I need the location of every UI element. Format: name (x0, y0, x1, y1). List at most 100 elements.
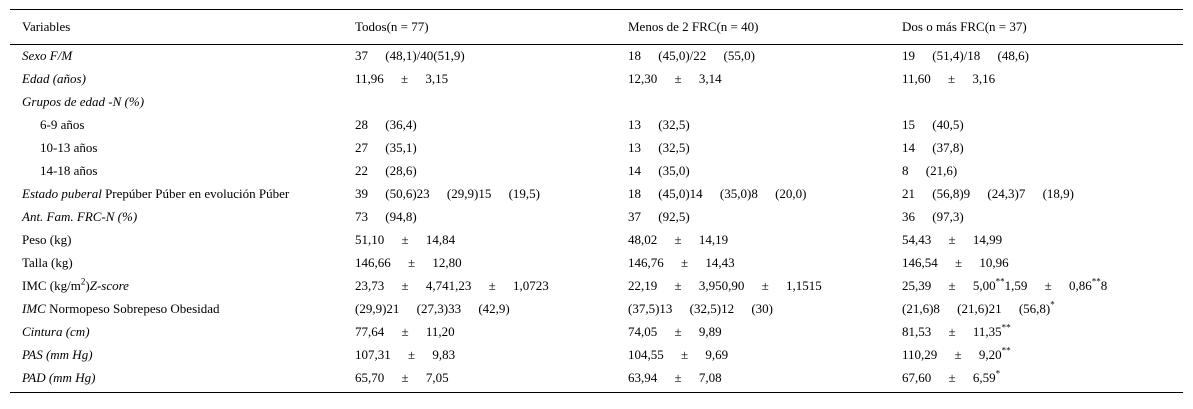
superscript: ** (1001, 322, 1011, 333)
row-label: IMC (kg/m2)Z-score (10, 275, 343, 298)
text-segment: 25,39 ± 5,00 (902, 278, 996, 293)
superscript: ** (1091, 276, 1101, 287)
header-cell: Variables (10, 9, 343, 45)
table-header: Variables Todos(n = 77) Menos de 2 FRC(n =… (10, 9, 1183, 45)
row-label: Peso (kg) (22, 232, 72, 247)
table-row: PAS (mm Hg) 107,31 ± 9,83 104,55 ± 9,69 110… (10, 344, 1183, 367)
value-cell: 67,60 ± 6,59* (890, 367, 1183, 393)
row-label: PAS (mm Hg) (22, 347, 93, 362)
value-cell: 22 (28,6) (355, 163, 417, 178)
value-cell: 13 (32,5) (628, 140, 690, 155)
value-cell: 22,19 ± 3,950,90 ± 1,1515 (628, 278, 822, 293)
table-row: Cintura (cm) 77,64 ± 11,20 74,05 ± 9,89 81,… (10, 321, 1183, 344)
row-label: Sexo F/M (22, 48, 73, 63)
row-label: Grupos de edad -N (%) (22, 94, 145, 109)
value-cell: 15 (40,5) (902, 117, 964, 132)
value-cell: 77,64 ± 11,20 (355, 324, 455, 339)
value-cell: (29,9)21 (27,3)33 (42,9) (355, 301, 510, 316)
table-row: 14-18 años 22 (28,6) 14 (35,0) 8 (21,6) (10, 160, 1183, 183)
value-cell: 14 (35,0) (628, 163, 690, 178)
text-segment: Normopeso Sobrepeso Obesidad (45, 301, 220, 316)
table-row: Grupos de edad -N (%) (10, 91, 1183, 114)
table-body: Sexo F/M 37 (48,1)/40(51,9) 18 (45,0)/22 (… (10, 45, 1183, 393)
row-label: Ant. Fam. FRC-N (%) (22, 209, 138, 224)
value-cell: 54,43 ± 14,99 (902, 232, 1003, 247)
value-cell: 21 (56,8)9 (24,3)7 (18,9) (902, 186, 1074, 201)
value-cell: 37 (92,5) (628, 209, 690, 224)
value-cell: 18 (45,0)/22 (55,0) (628, 48, 755, 63)
text-segment: 110,29 ± 9,20 (902, 347, 1002, 362)
header-cell: Todos(n = 77) (343, 9, 616, 45)
table-row: 10-13 años 27 (35,1) 13 (32,5) 14 (37,8) (10, 137, 1183, 160)
row-label: Cintura (cm) (22, 324, 90, 339)
value-cell: 104,55 ± 9,69 (628, 347, 729, 362)
value-cell: 63,94 ± 7,08 (616, 367, 890, 393)
data-table: Variables Todos(n = 77) Menos de 2 FRC(n =… (10, 9, 1183, 393)
text-segment: ) (85, 278, 90, 293)
superscript: * (995, 368, 1001, 379)
value-cell: 28 (36,4) (355, 117, 417, 132)
table-row: IMC Normopeso Sobrepeso Obesidad (29,9)21… (10, 298, 1183, 321)
table-row: Peso (kg) 51,10 ± 14,84 48,02 ± 14,19 54,43… (10, 229, 1183, 252)
value-cell: 25,39 ± 5,00**1,59 ± 0,86**8 (890, 275, 1183, 298)
row-label: IMC Normopeso Sobrepeso Obesidad (10, 298, 343, 321)
row-label: Talla (kg) (22, 255, 73, 270)
row-label: PAD (mm Hg) (10, 367, 343, 393)
value-cell: (37,5)13 (32,5)12 (30) (628, 301, 773, 316)
value-cell: 48,02 ± 14,19 (628, 232, 729, 247)
value-cell: 146,76 ± 14,43 (628, 255, 735, 270)
table-row: Talla (kg) 146,66 ± 12,80 146,76 ± 14,43 14… (10, 252, 1183, 275)
value-cell: 19 (51,4)/18 (48,6) (902, 48, 1029, 63)
text-segment: Prepúber Púber en evolución Púber (101, 186, 290, 201)
value-cell: 51,10 ± 14,84 (355, 232, 456, 247)
value-cell: 8 (21,6) (902, 163, 958, 178)
value-cell: 81,53 ± 11,35** (890, 321, 1183, 344)
value-cell: (21,6)8 (21,6)21 (56,8)* (890, 298, 1183, 321)
value-cell (343, 91, 616, 114)
table-row: Estado puberal Prepúber Púber en evoluci… (10, 183, 1183, 206)
value-cell: 146,66 ± 12,80 (355, 255, 462, 270)
value-cell: 110,29 ± 9,20** (890, 344, 1183, 367)
superscript: * (1050, 299, 1055, 310)
text-segment: (21,6)8 (21,6)21 (56,8) (902, 301, 1051, 316)
value-cell: 65,70 ± 7,05 (343, 367, 616, 393)
value-cell: 12,30 ± 3,14 (628, 71, 722, 86)
value-cell: 146,54 ± 10,96 (902, 255, 1009, 270)
value-cell: 23,73 ± 4,741,23 ± 1,0723 (355, 278, 549, 293)
superscript: ** (995, 276, 1005, 287)
italic-segment: IMC (22, 301, 46, 316)
italic-segment: Estado puberal (22, 186, 102, 201)
row-label: 14-18 años (40, 163, 98, 178)
value-cell: 39 (50,6)23 (29,9)15 (19,5) (355, 186, 540, 201)
row-label: Estado puberal Prepúber Púber en evoluci… (10, 183, 343, 206)
value-cell: 36 (97,3) (902, 209, 964, 224)
text-segment: 8 (1100, 278, 1108, 293)
italic-segment: Z-score (89, 278, 129, 293)
value-cell: 14 (37,8) (902, 140, 964, 155)
row-label: 10-13 años (40, 140, 98, 155)
text-segment: 81,53 ± 11,35 (902, 324, 1002, 339)
value-cell: 11,96 ± 3,15 (355, 71, 449, 86)
value-cell: 107,31 ± 9,83 (355, 347, 456, 362)
text-segment: 67,60 ± 6,59 (902, 370, 996, 385)
header-cell: Menos de 2 FRC(n = 40) (616, 9, 890, 45)
value-cell: 11,60 ± 3,16 (902, 71, 996, 86)
value-cell (890, 91, 1183, 114)
value-cell: 18 (45,0)14 (35,0)8 (20,0) (628, 186, 807, 201)
table-row: PAD (mm Hg) 65,70 ± 7,05 63,94 ± 7,08 67,60… (10, 367, 1183, 393)
superscript: ** (1001, 345, 1011, 356)
superscript: 2 (80, 276, 86, 287)
header-row: Variables Todos(n = 77) Menos de 2 FRC(n =… (10, 9, 1183, 45)
text-segment: 1,59 ± 0,86 (1004, 278, 1092, 293)
value-cell: 73 (94,8) (355, 209, 417, 224)
row-label: 6-9 años (40, 117, 85, 132)
table-row: Sexo F/M 37 (48,1)/40(51,9) 18 (45,0)/22 (… (10, 45, 1183, 69)
table-row: 6-9 años 28 (36,4) 13 (32,5) 15 (40,5) (10, 114, 1183, 137)
table-row: IMC (kg/m2)Z-score 23,73 ± 4,741,23 ± 1,0… (10, 275, 1183, 298)
value-cell (616, 91, 890, 114)
value-cell: 74,05 ± 9,89 (628, 324, 722, 339)
header-cell: Dos o más FRC(n = 37) (890, 9, 1183, 45)
value-cell: 27 (35,1) (355, 140, 417, 155)
table-row: Edad (años) 11,96 ± 3,15 12,30 ± 3,14 11,60… (10, 68, 1183, 91)
